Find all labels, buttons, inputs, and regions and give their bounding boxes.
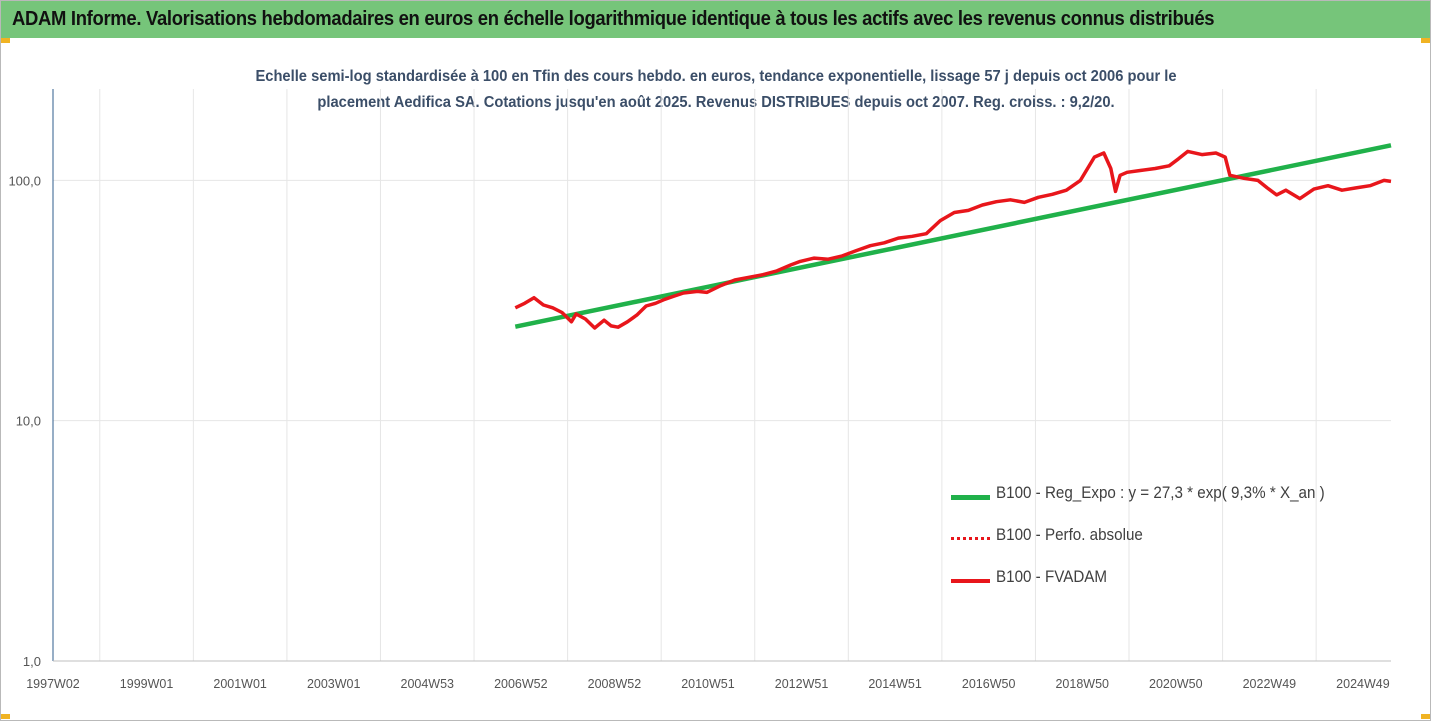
series-line-reg-expo <box>514 143 1392 329</box>
x-tick-label: 2010W51 <box>681 677 735 691</box>
x-tick-label: 2001W01 <box>213 677 267 691</box>
y-tick-label: 10,0 <box>16 414 41 429</box>
x-tick-label: 2008W52 <box>588 677 642 691</box>
x-tick-label: 2024W49 <box>1336 677 1390 691</box>
legend-label: B100 - FVADAM <box>996 568 1108 586</box>
y-tick-label: 1,0 <box>23 654 41 669</box>
x-tick-label: 2014W51 <box>868 677 922 691</box>
x-tick-label: 2003W01 <box>307 677 361 691</box>
x-tick-label: 1999W01 <box>120 677 174 691</box>
x-tick-label: 2018W50 <box>1055 677 1109 691</box>
x-tick-label: 2016W50 <box>962 677 1016 691</box>
legend-label: B100 - Perfo. absolue <box>996 526 1143 544</box>
x-axis-tick-labels: 1997W02 1999W01 2001W01 2003W01 2004W53 2006W… <box>26 677 1389 691</box>
corner-marker <box>1 38 10 43</box>
x-tick-label: 2006W52 <box>494 677 548 691</box>
corner-marker <box>1 714 10 719</box>
chart-title: Echelle semi-log standardisée à 100 en T… <box>196 64 1236 116</box>
legend-swatch-red-dotted <box>951 537 990 540</box>
x-tick-label: 2022W49 <box>1243 677 1297 691</box>
axes <box>52 89 1391 662</box>
x-tick-label: 2004W53 <box>401 677 455 691</box>
series-line-fvadam <box>514 149 1392 330</box>
corner-marker <box>1421 38 1430 43</box>
y-tick-label: 100,0 <box>8 173 41 188</box>
legend-label: B100 - Reg_Expo : y = 27,3 * exp( 9,3% *… <box>996 484 1325 502</box>
corner-marker <box>1421 714 1430 719</box>
y-axis-tick-labels: 1,0 10,0 100,0 <box>8 173 41 669</box>
x-tick-label: 2012W51 <box>775 677 829 691</box>
x-tick-label: 2020W50 <box>1149 677 1203 691</box>
series-lines <box>514 143 1392 330</box>
legend-swatch-green-solid <box>951 495 990 500</box>
report-title: ADAM Informe. Valorisations hebdomadaire… <box>12 7 1215 30</box>
legend-swatch-red-solid <box>951 579 990 583</box>
x-tick-label: 1997W02 <box>26 677 80 691</box>
chart-title-line-2: placement Aedifica SA. Cotations jusqu'e… <box>317 94 1115 111</box>
report-header-bar: ADAM Informe. Valorisations hebdomadaire… <box>1 1 1430 38</box>
chart-title-line-1: Echelle semi-log standardisée à 100 en T… <box>255 68 1177 85</box>
gridlines <box>53 89 1391 661</box>
